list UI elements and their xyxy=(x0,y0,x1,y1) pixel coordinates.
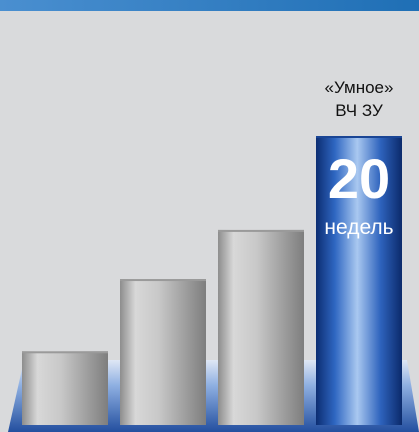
labels-layer: «Умное» ВЧ ЗУ 20 недель xyxy=(324,78,393,239)
bar-2 xyxy=(120,279,206,425)
bar-top-edge xyxy=(316,136,402,138)
bar-top-edge xyxy=(22,351,108,354)
header-band xyxy=(0,0,419,11)
highlight-label-line-2: ВЧ ЗУ xyxy=(335,101,383,120)
highlight-label-line-1: «Умное» xyxy=(325,78,394,97)
bar-highlighted xyxy=(316,136,402,425)
bar-3 xyxy=(218,229,304,425)
bars-layer xyxy=(22,136,402,425)
bar-top-edge xyxy=(218,229,304,232)
bar-1 xyxy=(22,351,108,425)
bar-top-edge xyxy=(120,279,206,282)
highlight-unit-label: недель xyxy=(324,216,393,239)
highlight-value-label: 20 xyxy=(328,147,390,210)
